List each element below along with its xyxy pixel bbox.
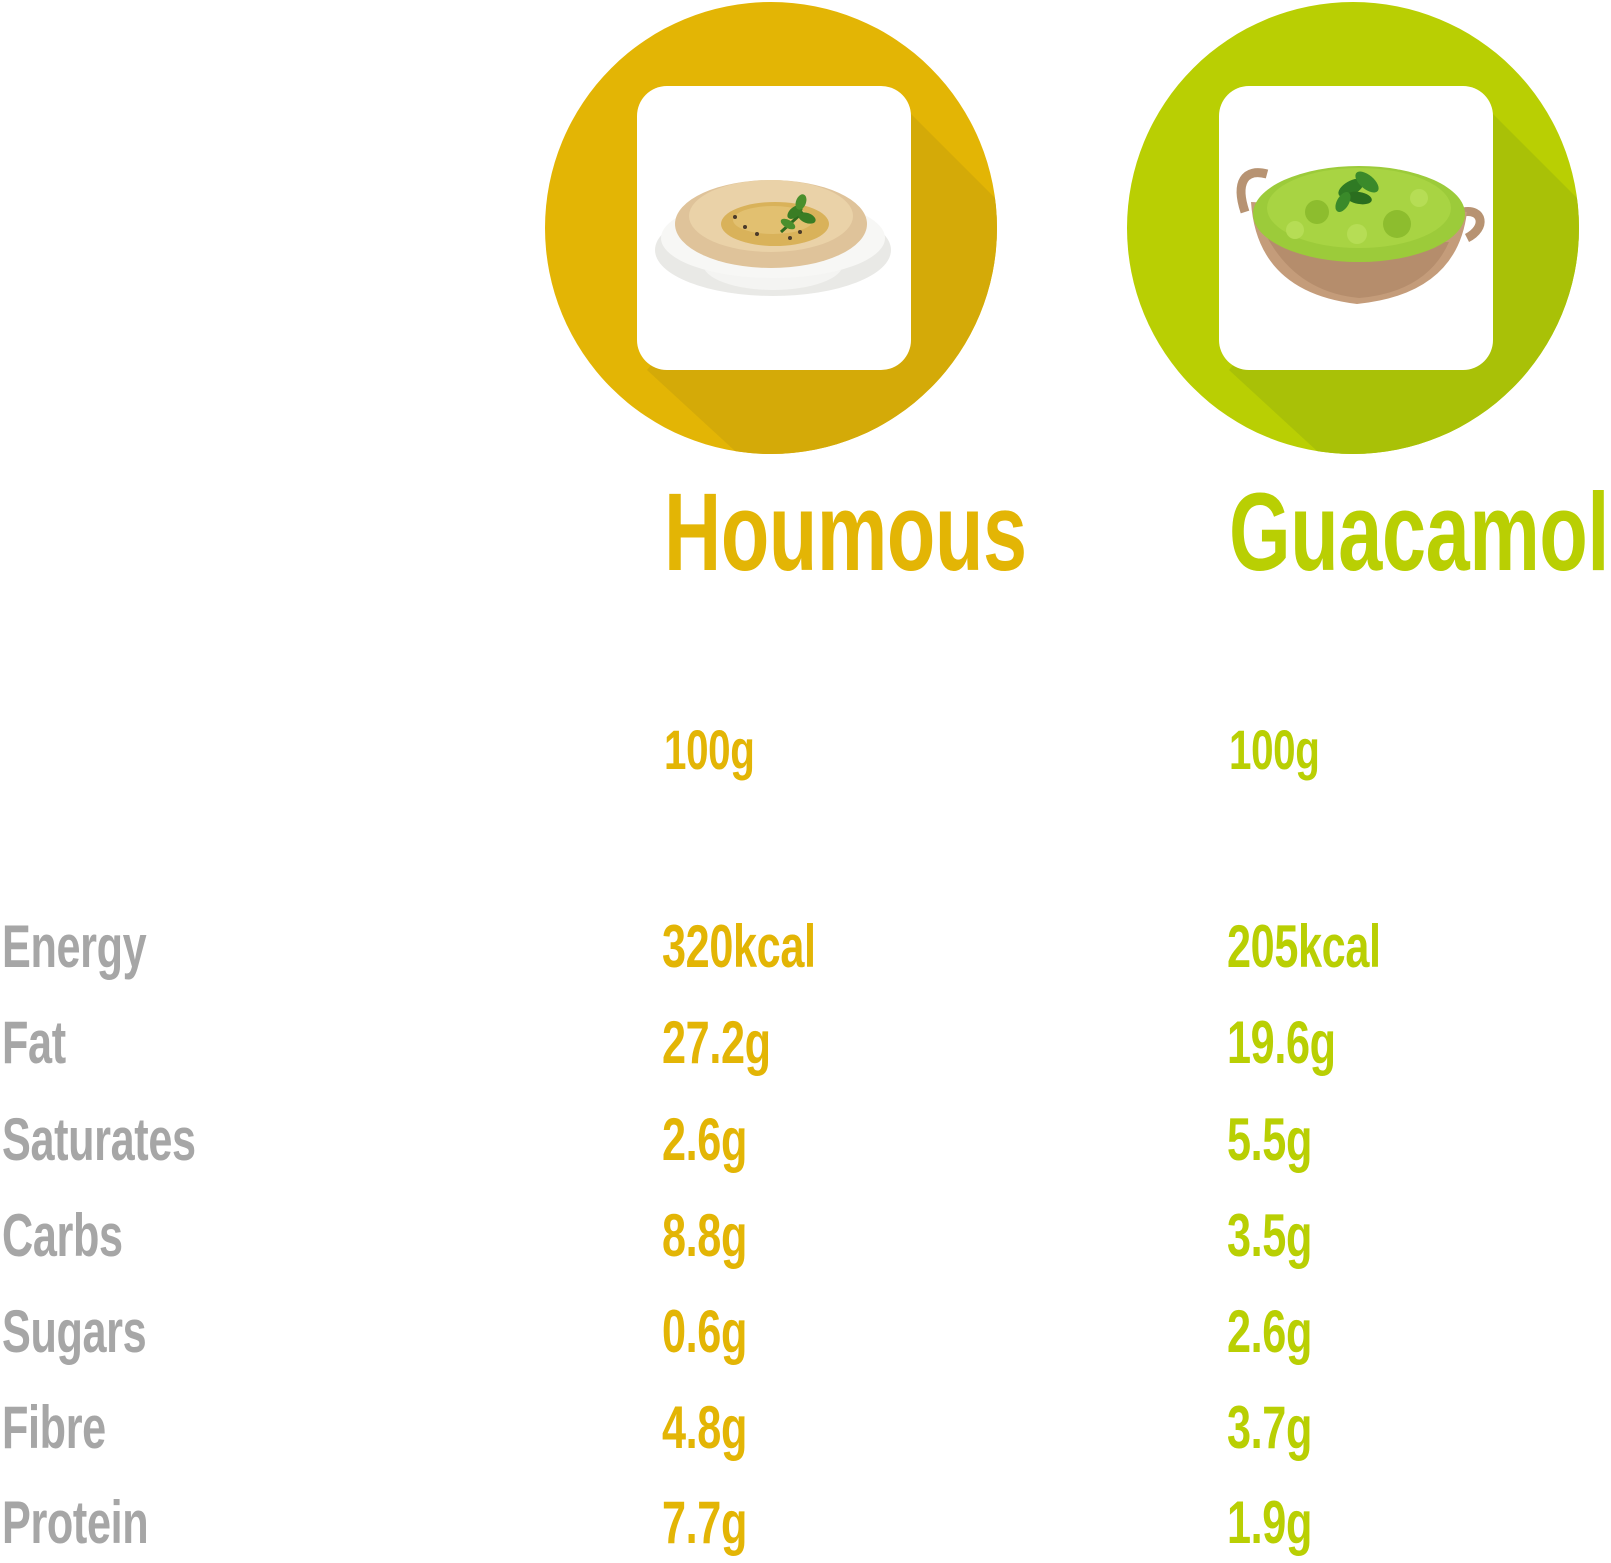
nutrient-label-carbs: Carbs xyxy=(2,1206,170,1266)
dish-title-houmous: Houmous xyxy=(664,478,1168,588)
houmous-value-energy: 320kcal xyxy=(662,917,875,977)
dish-title-text: Houmous xyxy=(664,471,1027,594)
nutrient-label-text: Sugars xyxy=(2,1298,147,1365)
nutrient-value-text: 2.6g xyxy=(662,1106,748,1173)
houmous-value-saturates: 2.6g xyxy=(662,1110,780,1170)
nutrient-label-energy: Energy xyxy=(2,917,202,977)
nutrient-label-text: Carbs xyxy=(2,1202,123,1269)
serving-houmous: 100g xyxy=(664,722,790,778)
guacamole-value-carbs: 3.5g xyxy=(1227,1206,1345,1266)
nutrient-value-text: 27.2g xyxy=(662,1009,771,1076)
nutrient-value-text: 3.7g xyxy=(1227,1394,1313,1461)
houmous-value-sugars: 0.6g xyxy=(662,1302,780,1362)
nutrient-value-text: 1.9g xyxy=(1227,1489,1313,1556)
houmous-value-fibre: 4.8g xyxy=(662,1398,780,1458)
houmous-value-protein: 7.7g xyxy=(662,1493,780,1553)
nutrient-value-text: 7.7g xyxy=(662,1489,748,1556)
guacamole-value-fibre: 3.7g xyxy=(1227,1398,1345,1458)
houmous-bowl-icon xyxy=(545,2,997,454)
nutrient-value-text: 8.8g xyxy=(662,1202,748,1269)
nutrient-label-sugars: Sugars xyxy=(2,1302,202,1362)
nutrient-label-text: Energy xyxy=(2,913,147,980)
nutrient-value-text: 0.6g xyxy=(662,1298,748,1365)
nutrient-value-text: 320kcal xyxy=(662,913,816,980)
nutrient-value-text: 4.8g xyxy=(662,1394,748,1461)
guacamole-value-protein: 1.9g xyxy=(1227,1493,1345,1553)
serving-guacamole: 100g xyxy=(1229,722,1355,778)
guacamole-value-fat: 19.6g xyxy=(1227,1013,1378,1073)
guacamole-value-saturates: 5.5g xyxy=(1227,1110,1345,1170)
dish-title-text: Guacamole xyxy=(1229,471,1611,594)
nutrient-label-fat: Fat xyxy=(2,1013,91,1073)
nutrient-value-text: 3.5g xyxy=(1227,1202,1313,1269)
nutrient-label-fibre: Fibre xyxy=(2,1398,146,1458)
nutrient-value-text: 5.5g xyxy=(1227,1106,1313,1173)
guacamole-value-energy: 205kcal xyxy=(1227,917,1440,977)
nutrient-label-text: Fibre xyxy=(2,1394,106,1461)
nutrient-label-text: Saturates xyxy=(2,1106,196,1173)
nutrient-label-saturates: Saturates xyxy=(2,1110,271,1170)
guacamole-value-sugars: 2.6g xyxy=(1227,1302,1345,1362)
nutrient-value-text: 2.6g xyxy=(1227,1298,1313,1365)
nutrient-value-text: 205kcal xyxy=(1227,913,1381,980)
nutrient-label-text: Protein xyxy=(2,1489,149,1556)
serving-value: 100g xyxy=(1229,718,1320,781)
houmous-value-fat: 27.2g xyxy=(662,1013,813,1073)
nutrient-value-text: 19.6g xyxy=(1227,1009,1336,1076)
nutrient-label-protein: Protein xyxy=(2,1493,205,1553)
guacamole-bowl-icon xyxy=(1127,2,1579,454)
dish-title-guacamole: Guacamole xyxy=(1229,478,1611,588)
houmous-value-carbs: 8.8g xyxy=(662,1206,780,1266)
houmous-badge xyxy=(545,2,997,454)
serving-value: 100g xyxy=(664,718,755,781)
guacamole-badge xyxy=(1127,2,1579,454)
nutrient-label-text: Fat xyxy=(2,1009,66,1076)
